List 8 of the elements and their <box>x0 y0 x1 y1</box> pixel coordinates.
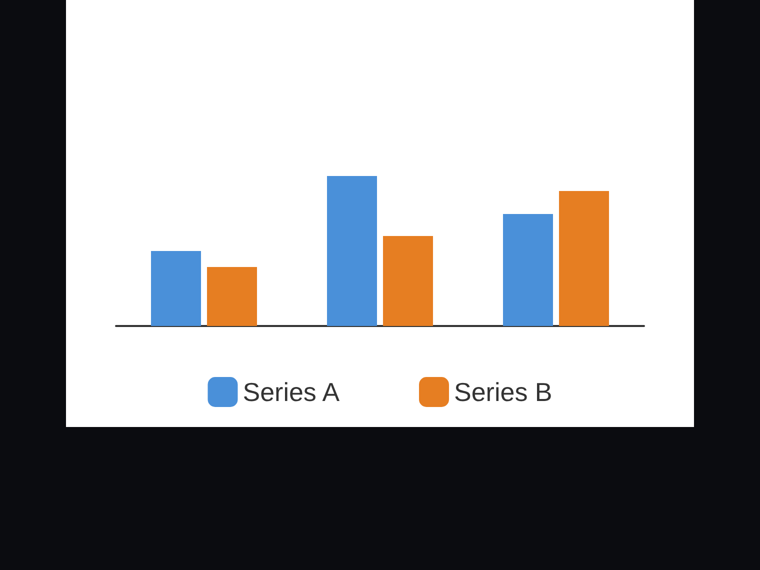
bar <box>151 251 201 326</box>
legend-label: Series B <box>454 377 552 407</box>
bar <box>503 214 553 326</box>
legend-label: Series A <box>242 377 340 407</box>
bar <box>383 236 433 326</box>
bar <box>559 191 609 326</box>
bar <box>207 267 257 326</box>
bar <box>327 176 377 326</box>
